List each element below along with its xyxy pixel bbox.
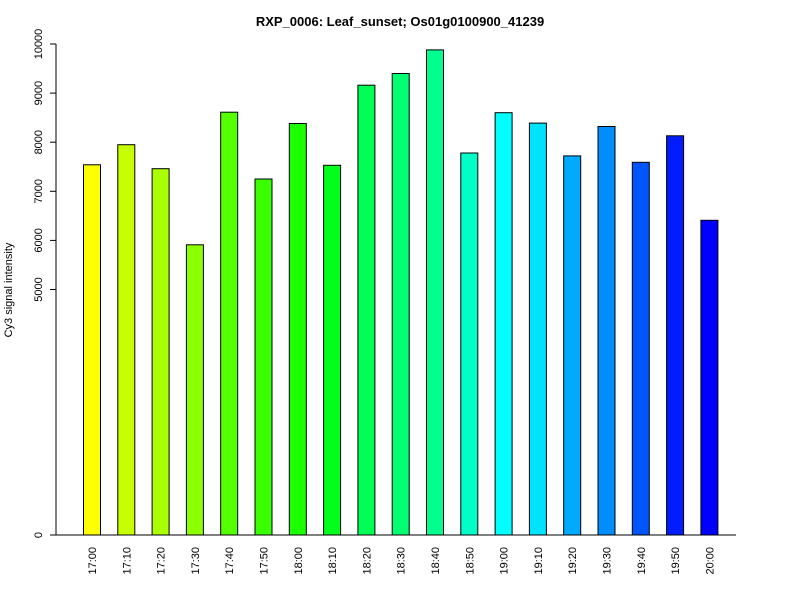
x-tick-label: 17:50: [259, 547, 271, 575]
x-tick-label: 18:50: [464, 547, 476, 575]
chart-title: RXP_0006: Leaf_sunset; Os01g0100900_4123…: [256, 14, 544, 29]
bars-group: [83, 49, 719, 536]
x-tick-label: 18:40: [430, 547, 442, 575]
y-tick-label: 7000: [33, 179, 45, 203]
y-tick-label: 5000: [33, 277, 45, 301]
bar-1900: [494, 112, 513, 536]
bar-1930: [597, 126, 616, 536]
bar-1720: [151, 168, 170, 536]
bar-1950: [666, 135, 685, 536]
bar-1740: [220, 111, 239, 536]
x-tick-label: 17:20: [156, 547, 168, 575]
x-tick-label: 18:10: [327, 547, 339, 575]
x-tick-label: 19:30: [602, 547, 614, 575]
y-tick-label: 10000: [33, 29, 45, 60]
y-axis: 0 5000 6000 7000 8000 9000 10000: [33, 29, 57, 538]
bar-1810: [323, 164, 342, 536]
bar-1910: [528, 122, 547, 536]
x-tick-label: 19:00: [499, 547, 511, 575]
y-tick-label: 0: [33, 532, 45, 538]
x-tick-label: 19:40: [636, 547, 648, 575]
bar-1920: [563, 155, 582, 536]
x-tick-label: 19:50: [670, 547, 682, 575]
x-tick-label: 17:40: [224, 547, 236, 575]
y-tick-label: 8000: [33, 130, 45, 154]
bar-1820: [357, 84, 376, 536]
bar-1750: [254, 178, 273, 536]
x-tick-label: 19:10: [533, 547, 545, 575]
x-tick-label: 18:20: [361, 547, 373, 575]
bar-1800: [288, 123, 307, 536]
bar-1700: [83, 164, 101, 536]
x-tick-label: 18:00: [293, 547, 305, 575]
y-tick-label: 9000: [33, 81, 45, 105]
x-tick-label: 17:10: [121, 547, 133, 575]
bar-1940: [631, 161, 650, 536]
bar-1710: [117, 144, 136, 536]
bar-1850: [460, 152, 479, 536]
x-tick-label: 17:00: [87, 547, 99, 575]
y-tick-label: 6000: [33, 228, 45, 252]
x-axis: 17:00 17:10 17:20 17:30 17:40 17:50 18:00 18:10…: [56, 534, 736, 575]
x-tick-label: 19:20: [567, 547, 579, 575]
y-axis-label: Cy3 signal intensity: [3, 242, 15, 337]
x-tick-label: 17:30: [190, 547, 202, 575]
bar-1830: [391, 73, 410, 536]
x-tick-label: 20:00: [704, 547, 716, 575]
x-tick-label: 18:30: [396, 547, 408, 575]
bar-1840: [426, 49, 444, 536]
bar-2000: [700, 219, 719, 536]
bar-1730: [185, 244, 204, 536]
